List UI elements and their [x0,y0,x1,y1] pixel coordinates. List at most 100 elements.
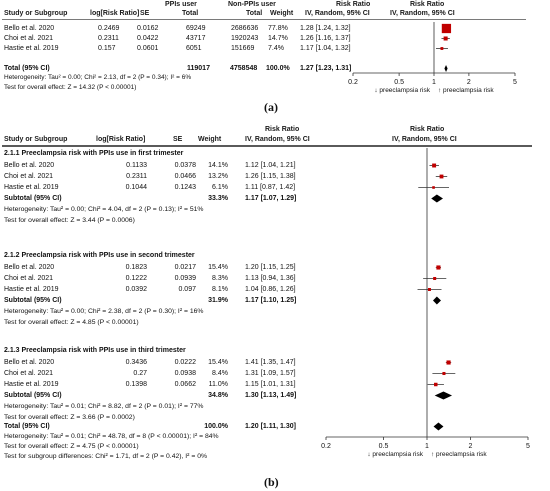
header-total2: Total [246,10,263,17]
x-tick-label-a: 1 [432,79,436,86]
study-weight: 13.2% [208,173,228,180]
subtotal-weight: 33.3% [208,195,228,202]
study-logrr: 0.1398 [125,381,147,388]
study-marker-b [434,382,438,387]
study-name: Choi et al. 2021 [4,35,54,42]
study-ci-text: 1.12 [1.04, 1.21] [245,162,296,169]
subgroup-heterogeneity: Heterogeneity: Tau² = 0.00; Chi² = 4.04,… [4,206,204,213]
study-logrr: 0.2311 [98,35,119,42]
overall-effect-a: Test for overall effect: Z = 14.32 (P < … [4,84,137,91]
total-label: Total (95% CI) [4,423,50,430]
header-logrr-b: log[Risk Ratio] [96,136,146,143]
header-rr2-b: Risk Ratio [410,126,445,133]
study-ci-text: 1.13 [0.94, 1.36] [245,275,296,282]
study-se: 0.0222 [174,359,196,366]
study-name: Choi et al. 2021 [4,275,54,282]
subgroup-title: 2.1.1 Preeclampsia risk with PPIs use in… [4,150,184,157]
favours-left-b: ↓ preeclampsia risk [367,451,423,458]
header-weight: Weight [270,10,294,17]
study-marker-b [442,371,446,376]
study-ppi-total: 69249 [186,25,206,32]
total-nonppi: 4758548 [230,65,258,72]
pooled-diamond-b [434,391,453,400]
total-weight: 100.0% [266,65,290,72]
header-rr1: Risk Ratio [336,1,371,8]
study-ci-text: 1.04 [0.86, 1.26] [245,286,296,293]
panel-label-a: (a) [264,100,278,114]
header-ppi-group: PPIs user [165,1,197,8]
total-weight: 100.0% [204,423,228,430]
study-marker-b [432,186,435,189]
study-ci-text: 1.26 [1.15, 1.38] [245,173,296,180]
study-logrr: 0.0392 [125,286,147,293]
study-logrr: 0.157 [98,45,116,52]
study-logrr: 0.1044 [125,184,147,191]
study-se: 0.0162 [137,25,159,32]
study-weight: 11.0% [208,381,228,388]
total-heterogeneity: Heterogeneity: Tau² = 0.01; Chi² = 48.78… [4,433,219,440]
panel-label-b: (b) [264,475,279,489]
study-weight: 14.7% [268,35,288,42]
subtotal-weight: 31.9% [208,297,228,304]
header-se: SE [140,10,150,17]
study-marker-b [436,265,441,270]
subtotal-ci-text: 1.17 [1.07, 1.29] [245,195,297,202]
study-logrr: 0.2311 [126,173,147,180]
study-logrr: 0.1823 [125,264,147,271]
header-study-b: Study or Subgroup [4,136,68,143]
study-name: Bello et al. 2020 [4,162,55,169]
study-logrr: 0.27 [133,370,147,377]
study-weight: 15.4% [208,359,228,366]
pooled-diamond-b [432,296,442,305]
study-name: Choi et al. 2021 [4,173,54,180]
subgroup-overall-effect: Test for overall effect: Z = 3.44 (P = 0… [4,217,135,224]
x-tick-label-b: 0.5 [379,443,389,450]
study-nonppi-total: 151669 [231,45,255,52]
study-nonppi-total: 1920243 [231,35,259,42]
study-ppi-total: 43717 [186,35,206,42]
header-rule [2,19,526,20]
study-logrr: 0.1133 [126,162,147,169]
header-rule-b [2,145,532,147]
x-tick-label-b: 2 [469,443,473,450]
subtotal-ci-text: 1.17 [1.10, 1.25] [245,297,297,304]
favours-left-a: ↓ preeclampsia risk [374,87,430,94]
study-marker-a [440,47,444,50]
study-ppi-total: 6051 [186,45,202,52]
forest-plot-area-a: 0.2 0.5 1 2 5 ↓ preeclampsia risk ↑ preeclamps… [348,22,517,94]
study-logrr: 0.1222 [125,275,147,282]
subgroup-heterogeneity: Heterogeneity: Tau² = 0.00; Chi² = 2.38,… [4,308,204,315]
study-name: Hastie et al. 2019 [4,381,59,388]
study-ci-text: 1.20 [1.15, 1.25] [245,264,296,271]
study-marker-b [446,360,451,365]
x-tick-label-a: 0.2 [348,79,358,86]
x-tick-label-b: 0.2 [321,443,331,450]
header-nonppi-group: Non-PPIs user [228,1,276,8]
header-rr2: Risk Ratio [410,1,445,8]
study-ci-text: 1.26 [1.16, 1.37] [300,35,351,42]
header-weight-b: Weight [198,136,222,143]
study-weight: 14.1% [208,162,228,169]
subgroup-overall-effect: Test for overall effect: Z = 4.85 (P < 0… [4,319,139,326]
study-marker-a [443,36,448,41]
x-tick-label-a: 0.5 [394,79,404,86]
study-se: 0.0422 [137,35,159,42]
study-ci-text: 1.28 [1.24, 1.32] [300,25,351,32]
total-ci-text: 1.20 [1.11, 1.30] [245,423,296,430]
x-tick-label-a: 5 [513,79,517,86]
subgroup-differences: Test for subgroup differences: Chi² = 1.… [4,453,208,460]
header-rr1b-b: IV, Random, 95% CI [245,136,310,143]
study-weight: 6.1% [212,184,228,191]
study-name: Bello et al. 2020 [4,264,55,271]
study-se: 0.0939 [174,275,196,282]
study-weight: 7.4% [268,45,284,52]
header-rr2b: IV, Random, 95% CI [390,10,455,17]
x-tick-label-b: 1 [425,443,429,450]
study-se: 0.0217 [174,264,196,271]
study-weight: 8.4% [212,370,228,377]
study-marker-b [427,288,431,291]
study-name: Hastie et al. 2019 [4,286,59,293]
subgroup-title: 2.1.2 Preeclampsia risk with PPIs use in… [4,252,195,259]
x-tick-label-b: 5 [526,443,530,450]
header-se-b: SE [173,136,183,143]
